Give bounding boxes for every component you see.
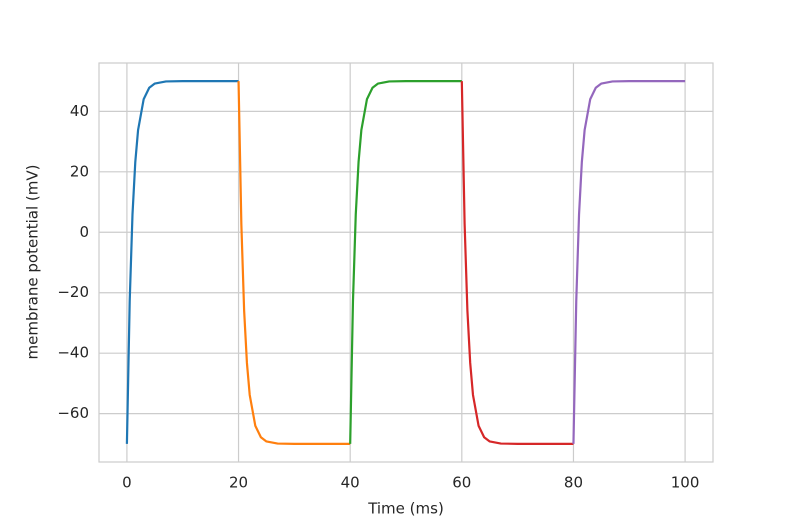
series-line xyxy=(460,81,574,445)
series-line xyxy=(237,81,351,445)
y-tick-label: 20 xyxy=(70,162,89,180)
series-line xyxy=(572,80,686,444)
x-tick-label: 100 xyxy=(671,474,700,492)
x-tick-label: 60 xyxy=(452,474,471,492)
series-line xyxy=(349,80,462,444)
series-line xyxy=(125,80,239,444)
y-tick-label: 40 xyxy=(70,102,89,120)
y-tick-label: −40 xyxy=(57,344,89,362)
y-tick-label: −20 xyxy=(57,283,89,301)
x-tick-label: 0 xyxy=(122,474,132,492)
y-tick-label: 0 xyxy=(79,223,89,241)
x-tick-label: 80 xyxy=(564,474,583,492)
plot-frame xyxy=(98,62,714,463)
x-tick-label: 20 xyxy=(229,474,248,492)
x-axis-label: Time (ms) xyxy=(367,500,444,518)
x-tick-label: 40 xyxy=(341,474,360,492)
y-axis-label: membrane potential (mV) xyxy=(24,165,42,360)
y-tick-label: −60 xyxy=(57,404,89,422)
